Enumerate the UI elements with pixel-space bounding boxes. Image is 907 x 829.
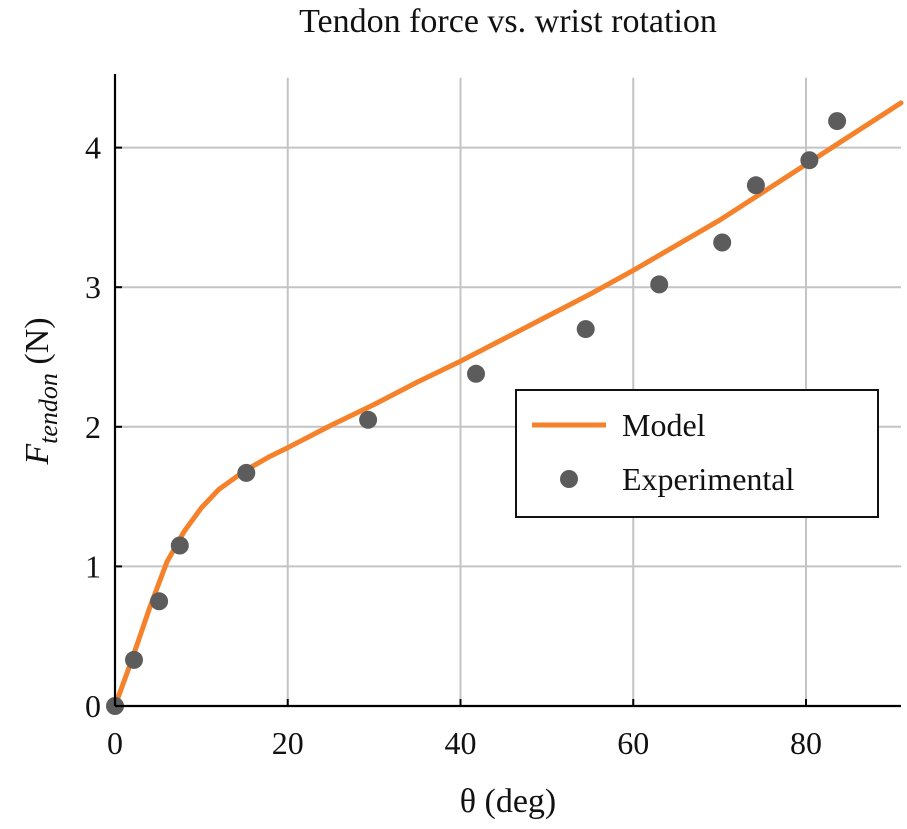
experimental-point bbox=[828, 112, 847, 131]
x-tick-label: 20 bbox=[272, 725, 304, 761]
x-tick-label: 0 bbox=[107, 725, 123, 761]
experimental-point bbox=[467, 364, 485, 383]
legend-experimental-label: Experimental bbox=[622, 461, 794, 497]
experimental-point bbox=[359, 410, 378, 429]
experimental-point bbox=[125, 650, 143, 669]
legend-model-label: Model bbox=[622, 407, 706, 443]
experimental-point bbox=[237, 463, 256, 482]
legend: Model Experimental bbox=[515, 389, 879, 518]
legend-box bbox=[515, 389, 879, 518]
y-tick-label: 4 bbox=[85, 130, 101, 166]
legend-experimental-swatch bbox=[560, 470, 578, 488]
x-ticks: 0 20 40 60 80 bbox=[107, 699, 822, 761]
y-axis-label-unit: (N) bbox=[19, 317, 56, 373]
experimental-point bbox=[150, 592, 169, 611]
experimental-point bbox=[800, 151, 819, 170]
experimental-point bbox=[746, 176, 765, 195]
y-axis-label-subscript: tendon bbox=[34, 373, 63, 444]
y-ticks: 0 1 2 3 4 bbox=[85, 130, 122, 724]
experimental-point bbox=[576, 320, 595, 339]
experimental-point bbox=[713, 233, 732, 252]
plot-area bbox=[106, 100, 904, 715]
x-axis-label: θ (deg) bbox=[460, 783, 557, 820]
y-axis-label-main: F bbox=[19, 443, 56, 466]
y-tick-label: 1 bbox=[85, 548, 101, 584]
chart-title: Tendon force vs. wrist rotation bbox=[299, 3, 717, 40]
y-tick-label: 3 bbox=[85, 269, 101, 305]
y-tick-label: 2 bbox=[85, 409, 101, 445]
grid bbox=[115, 77, 901, 706]
model-line bbox=[112, 100, 904, 709]
y-axis-label: Ftendon (N) bbox=[19, 317, 63, 465]
experimental-points bbox=[106, 112, 847, 715]
x-tick-label: 40 bbox=[444, 725, 476, 761]
experimental-point bbox=[650, 275, 669, 294]
y-tick-label: 0 bbox=[85, 688, 101, 724]
x-tick-label: 80 bbox=[790, 725, 822, 761]
experimental-point bbox=[170, 536, 189, 555]
x-tick-label: 60 bbox=[617, 725, 649, 761]
